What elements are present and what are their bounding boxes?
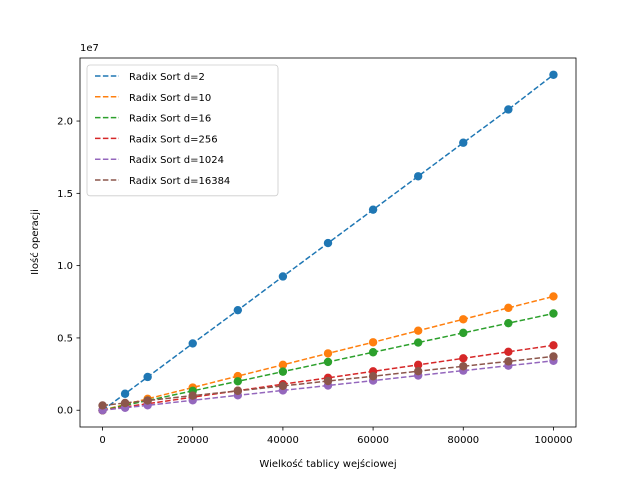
data-point-radix-sort-d-2-4: [233, 305, 243, 315]
data-point-radix-sort-d-10-7: [368, 338, 378, 347]
legend-label-radix-sort-d-2: Radix Sort d=2: [129, 72, 205, 83]
data-point-radix-sort-d-2-2: [143, 372, 152, 382]
y-offset-text: 1e7: [80, 43, 99, 54]
legend: Radix Sort d=2 Radix Sort d=10 Radix Sort …: [86, 64, 279, 197]
data-point-radix-sort-d-16384-9: [459, 362, 468, 371]
data-point-radix-sort-d-2-10: [504, 105, 513, 114]
y-axis: 0.0 0.5 1.0 1.5 2.0: [57, 117, 80, 417]
legend-label-radix-sort-d-16384: Radix Sort d=16384: [129, 176, 230, 187]
data-point-radix-sort-d-2-5: [278, 272, 288, 281]
data-point-radix-sort-d-16-7: [368, 348, 378, 357]
data-point-radix-sort-d-256-11: [549, 341, 558, 350]
data-point-radix-sort-d-16-5: [278, 367, 288, 376]
data-point-radix-sort-d-256-10: [504, 347, 513, 357]
legend-entry-radix-sort-d-2: Radix Sort d=2: [95, 72, 205, 83]
legend-label-radix-sort-d-1024: Radix Sort d=1024: [129, 155, 224, 166]
x-tick-label: 100000: [534, 435, 572, 446]
data-point-radix-sort-d-16-10: [504, 318, 513, 328]
data-point-radix-sort-d-16384-2: [143, 396, 152, 405]
legend-label-radix-sort-d-256: Radix Sort d=256: [129, 134, 218, 145]
series-radix-sort-d-16384: [98, 352, 558, 410]
legend-label-radix-sort-d-10: Radix Sort d=10: [129, 93, 211, 104]
x-tick-label: 20000: [177, 435, 209, 446]
data-point-radix-sort-d-2-8: [413, 172, 423, 181]
data-point-radix-sort-d-10-9: [459, 315, 468, 324]
x-tick-label: 0: [99, 435, 105, 446]
data-point-radix-sort-d-10-10: [504, 303, 513, 313]
data-point-radix-sort-d-16384-0: [98, 401, 107, 410]
data-point-radix-sort-d-16384-6: [323, 376, 333, 386]
data-point-radix-sort-d-16384-1: [120, 398, 130, 408]
data-point-radix-sort-d-2-7: [368, 205, 378, 214]
y-tick-label: 1.0: [57, 261, 73, 272]
data-point-radix-sort-d-10-11: [549, 292, 558, 301]
data-point-radix-sort-d-16384-7: [368, 372, 378, 381]
data-point-radix-sort-d-16384-5: [278, 381, 288, 391]
y-tick-label: 2.0: [57, 117, 73, 128]
y-tick-label: 0.0: [57, 406, 73, 417]
data-point-radix-sort-d-2-9: [459, 138, 468, 147]
series-layer: [98, 70, 558, 415]
data-point-radix-sort-d-10-6: [323, 349, 333, 358]
y-axis-label: Ilość operacji: [29, 209, 41, 275]
data-point-radix-sort-d-256-9: [459, 354, 468, 363]
data-point-radix-sort-d-10-5: [278, 360, 288, 370]
data-point-radix-sort-d-16-9: [459, 328, 468, 338]
data-point-radix-sort-d-16-8: [413, 338, 423, 347]
legend-entry-radix-sort-d-256: Radix Sort d=256: [95, 134, 218, 145]
legend-box: [86, 64, 279, 197]
data-point-radix-sort-d-16-11: [549, 309, 558, 318]
data-point-radix-sort-d-16384-10: [504, 357, 513, 366]
data-point-radix-sort-d-256-8: [413, 360, 423, 370]
data-point-radix-sort-d-16384-3: [188, 391, 197, 400]
series-line-radix-sort-d-2: [102, 74, 554, 411]
data-point-radix-sort-d-10-8: [413, 326, 423, 335]
y-tick-label: 0.5: [57, 333, 73, 344]
data-point-radix-sort-d-16-6: [323, 357, 333, 367]
y-tick-label: 1.5: [57, 189, 73, 200]
data-point-radix-sort-d-2-11: [549, 70, 558, 79]
data-point-radix-sort-d-16384-8: [413, 366, 423, 376]
legend-label-radix-sort-d-16: Radix Sort d=16: [129, 114, 211, 125]
data-point-radix-sort-d-2-6: [323, 238, 333, 248]
data-point-radix-sort-d-2-3: [188, 339, 197, 348]
x-axis-label: Wielkość tablicy wejściowej: [259, 458, 396, 470]
legend-entry-radix-sort-d-16384: Radix Sort d=16384: [95, 176, 230, 187]
data-point-radix-sort-d-16-4: [233, 377, 243, 386]
legend-entry-radix-sort-d-1024: Radix Sort d=1024: [95, 155, 224, 166]
plot-frame: [79, 57, 577, 428]
data-point-radix-sort-d-16384-4: [233, 386, 243, 396]
x-tick-label: 40000: [267, 435, 299, 446]
legend-entry-radix-sort-d-10: Radix Sort d=10: [95, 93, 211, 104]
x-tick-label: 80000: [447, 435, 479, 446]
legend-entry-radix-sort-d-16: Radix Sort d=16: [95, 114, 211, 125]
data-point-radix-sort-d-2-1: [120, 389, 130, 398]
x-tick-label: 60000: [357, 435, 389, 446]
x-axis: 0 20000 40000 60000 80000 100000: [99, 427, 573, 446]
data-point-radix-sort-d-16384-11: [549, 352, 558, 361]
